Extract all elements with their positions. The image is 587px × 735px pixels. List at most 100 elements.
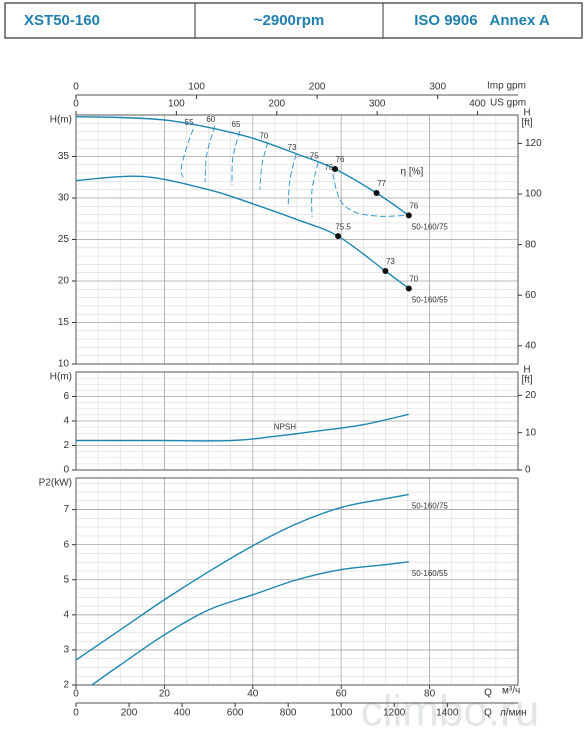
point-label: 76 [409, 202, 418, 211]
y2-axis-label: H [523, 108, 530, 119]
point [405, 212, 412, 219]
y-tick-label: 15 [58, 317, 70, 328]
top-tick-label: 400 [469, 99, 486, 110]
efficiency-label: 76 [324, 163, 333, 172]
top-tick-label: 300 [429, 82, 446, 93]
y-tick-label: 35 [58, 151, 70, 162]
y2-axis-unit: [ft] [521, 375, 532, 386]
efficiency-line [259, 142, 269, 190]
efficiency-label: 73 [288, 143, 297, 152]
header-model: XST50-160 [24, 12, 100, 29]
y2-tick-label: 100 [525, 189, 542, 200]
bottom-tick-label: 600 [227, 708, 244, 719]
y-tick-label: 2 [63, 680, 69, 691]
y2-axis-label: H [523, 365, 530, 376]
point [335, 233, 342, 240]
point-label: 75.5 [335, 222, 351, 231]
efficiency-line [311, 162, 319, 218]
y-axis-label: H(m) [50, 115, 72, 126]
x-tick-label: 20 [159, 689, 171, 700]
curve-label: 50-160/55 [412, 296, 449, 305]
point [382, 268, 389, 275]
x-tick-label: 40 [247, 689, 259, 700]
plot-frame [75, 477, 519, 686]
y-tick-label: 20 [58, 276, 70, 287]
y2-tick-label: 60 [525, 290, 537, 301]
efficiency-label: 75 [310, 151, 319, 160]
bottom-axis-unit: л/мин [500, 708, 527, 719]
curve-label: NPSH [274, 422, 296, 431]
y2-tick-label: 10 [525, 427, 537, 438]
efficiency-line [287, 153, 297, 205]
efficiency-line [204, 125, 216, 183]
efficiency-label: 70 [259, 131, 268, 140]
bottom-tick-label: 400 [174, 708, 191, 719]
top-tick-label: 0 [73, 99, 79, 110]
y-tick-label: 6 [63, 539, 69, 550]
curve-label: 50-160/55 [412, 569, 449, 578]
curve [75, 493, 409, 661]
top-axis-label: Imp gpm [487, 81, 526, 92]
curve [75, 175, 410, 290]
y-tick-label: 7 [63, 504, 69, 515]
point [332, 165, 339, 172]
efficiency-line [332, 173, 405, 217]
efficiency-label: 65 [232, 120, 241, 129]
watermark: climbo.ru [361, 687, 540, 735]
efficiency-axis-label: η [%] [401, 167, 424, 178]
y2-axis-unit: [ft] [521, 118, 532, 129]
header-standard: ISO 9906 Annex A [414, 12, 550, 29]
top-tick-label: 100 [188, 82, 205, 93]
y2-tick-label: 40 [525, 340, 537, 351]
top-tick-label: 0 [73, 82, 79, 93]
curve [91, 561, 409, 686]
bottom-axis-label: Q [484, 708, 492, 719]
top-tick-label: 200 [309, 82, 326, 93]
bottom-tick-label: 200 [121, 708, 138, 719]
efficiency-label: 55 [185, 118, 194, 127]
y2-tick-label: 80 [525, 239, 537, 250]
top-tick-label: 100 [168, 99, 185, 110]
point-label: 77 [377, 179, 386, 188]
y2-tick-label: 0 [525, 465, 531, 476]
curve-label: 50-160/75 [412, 223, 449, 232]
point [373, 190, 380, 197]
bottom-tick-label: 800 [280, 708, 297, 719]
efficiency-line [231, 130, 241, 185]
bottom-tick-label: 1400 [436, 708, 459, 719]
y-tick-label: 5 [63, 574, 69, 585]
point-label: 73 [386, 257, 395, 266]
y-tick-label: 4 [63, 416, 69, 427]
header-speed: ~2900rpm [254, 12, 324, 29]
efficiency-label: 60 [206, 115, 215, 124]
x-axis-unit: м³/ч [502, 686, 520, 697]
x-tick-label: 0 [73, 689, 79, 700]
plot-frame [75, 371, 519, 471]
plot-frame [75, 114, 519, 365]
y-axis-label: H(m) [50, 372, 72, 383]
y-tick-label: 3 [63, 645, 69, 656]
efficiency-line [180, 128, 194, 178]
y-tick-label: 0 [63, 465, 69, 476]
curve-label: 50-160/75 [412, 502, 449, 511]
x-tick-label: 60 [336, 689, 348, 700]
y2-tick-label: 20 [525, 390, 537, 401]
bottom-tick-label: 0 [73, 708, 79, 719]
point-label: 70 [409, 275, 418, 284]
y-tick-label: 6 [63, 391, 69, 402]
point [405, 285, 412, 292]
top-tick-label: 200 [268, 99, 285, 110]
x-tick-label: 80 [424, 689, 436, 700]
y-tick-label: 10 [58, 359, 70, 370]
x-axis-label: Q [484, 688, 492, 699]
top-axis-label: US gpm [490, 98, 526, 109]
point-label: 76 [336, 155, 345, 164]
y-tick-label: 25 [58, 234, 70, 245]
curve [76, 413, 409, 442]
y-tick-label: 30 [58, 193, 70, 204]
y-axis-label: P2(kW) [39, 478, 72, 489]
bottom-tick-label: 1200 [383, 708, 406, 719]
header-box [4, 2, 583, 39]
top-tick-label: 300 [369, 99, 386, 110]
